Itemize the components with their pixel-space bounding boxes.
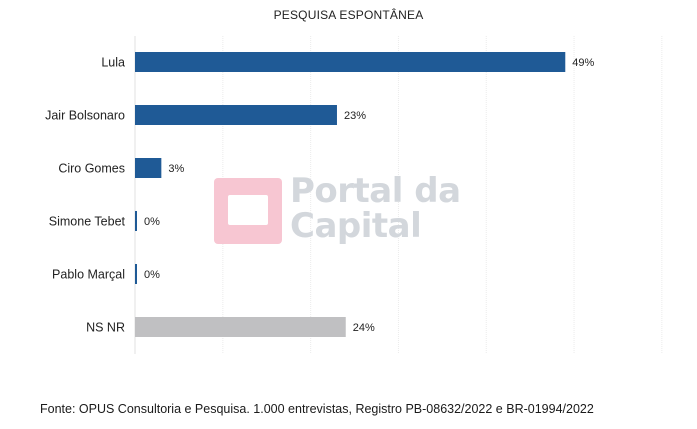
category-label: Pablo Marçal bbox=[52, 268, 125, 282]
data-label: 23% bbox=[344, 110, 366, 122]
category-label: NS NR bbox=[86, 321, 125, 335]
category-label: Ciro Gomes bbox=[58, 162, 125, 176]
data-label: 0% bbox=[144, 269, 160, 281]
labels: Lula 49% Jair Bolsonaro 23% Ciro Gomes 3% Simo… bbox=[45, 56, 594, 335]
logo-line-2: Capital bbox=[290, 206, 422, 246]
logo-text: Portal da Capital bbox=[290, 174, 490, 244]
portal-da-capital-logo: Portal da Capital bbox=[212, 174, 490, 248]
bar-jair-bolsonaro bbox=[135, 105, 337, 125]
bar-lula bbox=[135, 52, 566, 72]
bar-simone-tebet bbox=[135, 211, 137, 231]
data-label: 49% bbox=[572, 57, 594, 69]
bar-pablo-mar-al bbox=[135, 264, 137, 284]
data-label: 0% bbox=[144, 216, 160, 228]
category-label: Jair Bolsonaro bbox=[45, 109, 125, 123]
bars bbox=[135, 52, 566, 337]
bar-ciro-gomes bbox=[135, 158, 162, 178]
grid-lines bbox=[134, 36, 663, 354]
source-note: Fonte: OPUS Consultoria e Pesquisa. 1.00… bbox=[40, 402, 594, 416]
bar-ns-nr bbox=[135, 317, 346, 337]
chart-title: PESQUISA ESPONTÂNEA bbox=[273, 8, 424, 22]
logo-mark-icon bbox=[214, 178, 282, 244]
category-label: Simone Tebet bbox=[49, 215, 126, 229]
logo-line-1: Portal da bbox=[290, 171, 461, 211]
category-label: Lula bbox=[101, 56, 125, 70]
data-label: 24% bbox=[353, 322, 375, 334]
data-label: 3% bbox=[168, 163, 184, 175]
